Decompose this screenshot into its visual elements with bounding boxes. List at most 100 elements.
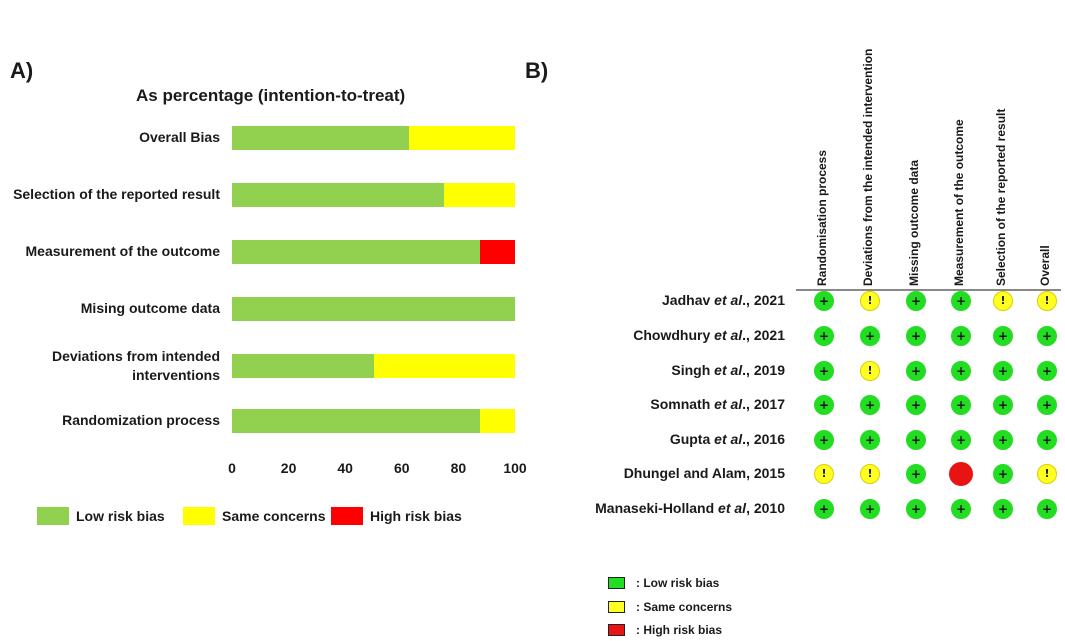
study-year: ., 2021 [742,292,785,308]
judgement-low-dot: + [814,361,834,381]
bar-segment [232,297,515,321]
judgement-low-dot: + [814,430,834,450]
judgement-low-dot: + [951,326,971,346]
study-name: Jadhav [662,292,715,308]
study-name: Manaseki-Holland [595,500,719,516]
study-name: Singh [671,362,715,378]
panel-a-label: A) [10,58,34,83]
bar-segment [479,240,515,264]
x-tick-label: 60 [394,460,410,476]
bar-segment [408,126,515,150]
study-name: Gupta [669,431,715,447]
chart-title: As percentage (intention-to-treat) [136,86,406,105]
category-label: Overall Bias [139,129,220,145]
study-year: , 2010 [746,500,785,516]
judgement-some-dot: ! [860,361,880,381]
study-label: Dhungel and Alam, 2015 [624,465,785,481]
study-year: ., 2019 [742,362,785,378]
legend-some-swatch [608,601,625,613]
judgement-low-dot: + [906,291,926,311]
judgement-low-dot: + [906,499,926,519]
judgement-low-dot: + [906,395,926,415]
study-label: Singh et al., 2019 [671,362,785,378]
legend-swatch [37,507,69,525]
study-label: Gupta et al., 2016 [670,431,785,447]
judgement-low-dot: + [860,395,880,415]
category-label: Mising outcome data [80,300,220,316]
judgement-low-dot: + [1037,395,1057,415]
bar-segment [232,409,480,433]
legend-high-swatch [608,624,625,636]
judgement-low-dot: + [860,430,880,450]
judgement-some-dot: ! [1037,464,1057,484]
legend-label: Same concerns [222,508,326,524]
x-tick-label: 40 [337,460,353,476]
legend-label: Low risk bias [76,508,165,524]
judgement-low-dot: + [1037,499,1057,519]
judgement-some-dot: ! [860,291,880,311]
category-label: Randomization process [62,412,220,428]
judgement-low-dot: + [951,361,971,381]
judgement-low-dot: + [993,326,1013,346]
column-header: Randomisation process [815,149,829,286]
column-header: Measurement of the outcome [952,119,966,286]
study-et-al: et al [714,327,743,343]
judgement-low-dot: + [1037,361,1057,381]
bar-segment [232,183,445,207]
bar-segment [232,354,374,378]
judgement-low-dot: + [993,395,1013,415]
judgement-low-dot: + [993,499,1013,519]
judgement-high-dot [949,462,973,486]
bar-segment [444,183,515,207]
judgement-low-dot: + [814,326,834,346]
judgement-low-dot: + [906,361,926,381]
column-header: Overall [1038,245,1052,286]
study-label: Somnath et al., 2017 [650,396,785,412]
judgement-low-dot: + [951,499,971,519]
legend-low-label: : Low risk bias [636,576,720,590]
judgement-low-dot: + [860,499,880,519]
x-tick-label: 0 [228,460,236,476]
judgement-low-dot: + [1037,430,1057,450]
panel-b-label: B) [525,58,549,83]
judgement-low-dot: + [993,361,1013,381]
study-year: ., 2021 [742,327,785,343]
judgement-some-dot: ! [1037,291,1057,311]
judgement-low-dot: + [906,464,926,484]
header-divider [796,289,1061,291]
judgement-low-dot: + [993,464,1013,484]
study-et-al: et al [714,362,743,378]
judgement-low-dot: + [951,430,971,450]
legend-label: High risk bias [370,508,462,524]
judgement-some-dot: ! [860,464,880,484]
bar-segment [232,126,409,150]
bar-segment [373,354,515,378]
legend-swatch [183,507,215,525]
study-et-al: et al [714,431,743,447]
judgement-low-dot: + [951,395,971,415]
column-header: Selection of the reported result [994,108,1008,286]
judgement-low-dot: + [814,395,834,415]
column-header: Missing outcome data [907,159,921,286]
legend-some-label: : Same concerns [636,600,733,614]
study-year: ., 2017 [742,396,785,412]
column-header: Deviations from the intended interventio… [861,48,875,286]
bar-segment [479,409,515,433]
judgement-low-dot: + [993,430,1013,450]
x-tick-label: 100 [503,460,527,476]
legend-swatch [331,507,363,525]
judgement-some-dot: ! [993,291,1013,311]
category-label: Selection of the reported result [13,186,220,202]
study-name: Chowdhury [633,327,715,343]
x-tick-label: 20 [280,460,297,476]
judgement-low-dot: + [814,499,834,519]
judgement-some-dot: ! [814,464,834,484]
study-et-al: et al [714,396,743,412]
judgement-low-dot: + [1037,326,1057,346]
legend-high-label: : High risk bias [636,623,723,637]
study-et-al: et al [718,500,747,516]
category-label: Measurement of the outcome [25,243,220,259]
judgement-low-dot: + [814,291,834,311]
study-et-al: et al [714,292,743,308]
study-label: Manaseki-Holland et al, 2010 [595,500,785,516]
